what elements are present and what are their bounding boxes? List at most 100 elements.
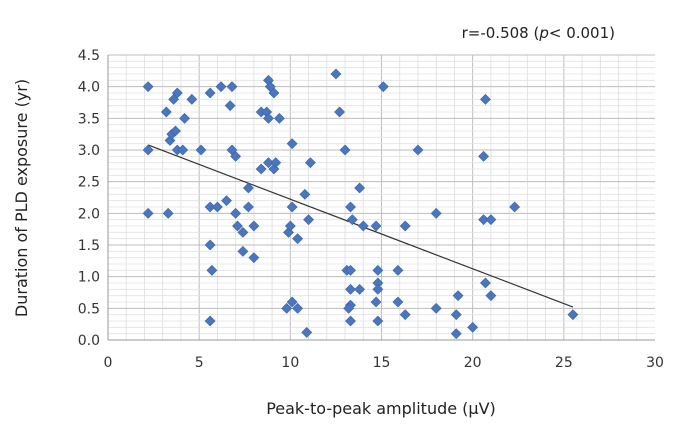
data-point	[399, 309, 411, 321]
data-point	[255, 163, 267, 175]
data-point	[248, 220, 260, 232]
data-point	[357, 220, 369, 232]
data-point	[242, 182, 254, 194]
correlation-annotation: r=-0.508 (p< 0.001)	[462, 24, 615, 42]
data-point	[232, 220, 243, 232]
data-point	[343, 302, 355, 314]
data-point	[450, 309, 462, 321]
data-point	[354, 182, 366, 194]
y-tick-label: 0.5	[78, 301, 100, 317]
data-point	[195, 144, 207, 156]
y-tick-label: 1.0	[78, 270, 100, 286]
data-point	[177, 144, 189, 156]
data-point	[226, 81, 238, 93]
y-tick-label: 4.5	[78, 48, 100, 64]
data-point	[221, 195, 232, 207]
data-point	[171, 87, 183, 99]
data-point	[372, 315, 384, 327]
data-points	[142, 68, 579, 340]
data-point	[334, 106, 345, 118]
x-tick-label: 20	[464, 355, 482, 371]
data-point	[485, 214, 497, 226]
x-axis-label: Peak-to-peak amplitude (μV)	[266, 399, 496, 418]
data-point	[263, 112, 274, 124]
data-point	[301, 326, 313, 338]
data-point	[370, 296, 382, 308]
data-point	[230, 207, 242, 219]
data-point	[160, 106, 172, 118]
data-point	[339, 144, 351, 156]
data-point	[242, 201, 254, 213]
data-point	[345, 283, 356, 295]
x-tick-labels: 0 5 10 15 20 25 30	[104, 355, 664, 371]
data-point	[346, 214, 358, 226]
data-point	[370, 220, 382, 232]
y-axis-label: Duration of PLD exposure (yr)	[12, 79, 31, 317]
data-point	[430, 207, 442, 219]
data-point	[204, 87, 216, 99]
data-point	[392, 264, 404, 276]
data-point	[281, 302, 293, 314]
data-point	[345, 201, 356, 213]
data-point	[480, 277, 491, 289]
data-point	[263, 157, 274, 169]
data-point	[186, 93, 198, 105]
data-point	[268, 87, 280, 99]
y-tick-labels: 0.0 0.5 1.0 1.5 2.0 2.5 3.0 3.5 4.0 4.5	[78, 48, 100, 349]
gridlines	[108, 54, 655, 340]
y-tick-label: 1.5	[78, 238, 100, 254]
y-tick-label: 3.0	[78, 143, 100, 159]
data-point	[206, 264, 218, 276]
x-tick-label: 10	[281, 355, 299, 371]
data-point	[399, 220, 411, 232]
x-tick-label: 15	[373, 355, 391, 371]
data-point	[478, 150, 490, 162]
data-point	[286, 296, 298, 308]
data-point	[211, 201, 223, 213]
data-point	[273, 112, 285, 124]
y-tick-label: 4.0	[78, 80, 100, 96]
y-tick-label: 0.0	[78, 333, 100, 349]
data-point	[286, 138, 298, 150]
y-tick-label: 2.5	[78, 175, 100, 191]
data-point	[284, 220, 296, 232]
y-tick-label: 2.0	[78, 206, 100, 222]
data-point	[452, 290, 464, 302]
data-point	[509, 201, 521, 213]
data-point	[142, 144, 154, 156]
data-point	[142, 81, 154, 93]
data-point	[179, 112, 191, 124]
data-point	[304, 157, 316, 169]
data-point	[345, 315, 356, 327]
data-point	[467, 321, 479, 333]
data-point	[237, 226, 249, 238]
y-tick-label: 3.5	[78, 111, 100, 127]
data-point	[237, 245, 249, 257]
data-point	[230, 150, 242, 162]
x-tick-label: 25	[555, 355, 573, 371]
data-point	[412, 144, 424, 156]
x-tick-label: 30	[646, 355, 664, 371]
data-point	[478, 214, 490, 226]
data-point	[377, 81, 389, 93]
data-point	[292, 233, 304, 245]
data-point	[270, 157, 282, 169]
data-point	[354, 283, 366, 295]
data-point	[345, 264, 356, 276]
data-point	[567, 309, 579, 321]
data-point	[204, 201, 216, 213]
data-point	[170, 125, 181, 137]
data-point	[142, 207, 154, 219]
data-point	[303, 214, 314, 226]
data-point	[292, 302, 304, 314]
data-point	[480, 93, 491, 105]
data-point	[224, 100, 236, 112]
data-point	[299, 188, 311, 200]
data-point	[248, 252, 260, 264]
data-point	[204, 315, 216, 327]
x-tick-label: 5	[195, 355, 204, 371]
data-point	[485, 290, 497, 302]
data-point	[215, 81, 227, 93]
data-point	[430, 302, 442, 314]
